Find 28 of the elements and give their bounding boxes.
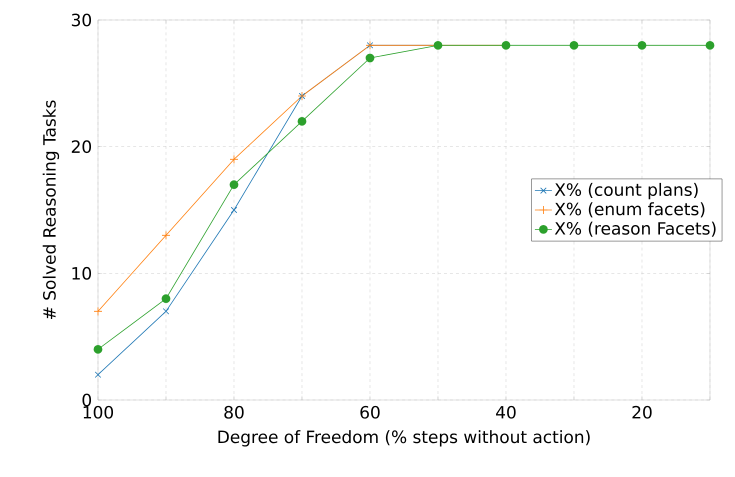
x-tick-label: 60 [360, 406, 380, 419]
x-axis-title: Degree of Freedom (% steps without action) [218, 430, 590, 447]
point [162, 308, 170, 315]
point [230, 206, 238, 214]
legend-label: X% (count plans) [554, 182, 698, 200]
point [230, 180, 238, 190]
legend-label: X% (enum facets) [554, 202, 704, 218]
y-tick-label: 30 [72, 14, 92, 26]
point [94, 306, 102, 316]
point [366, 54, 374, 62]
point [570, 40, 578, 50]
point [162, 230, 170, 240]
y-tick-label: 10 [72, 266, 92, 280]
point [638, 40, 646, 50]
point [706, 40, 714, 50]
x-tick-label: 80 [224, 406, 244, 419]
point [162, 294, 170, 304]
y-tick-label: 20 [72, 140, 92, 154]
point [230, 154, 238, 164]
x-tick-label: 20 [632, 406, 652, 419]
y-tick-label: 0 [82, 394, 92, 406]
x-tick-label: 40 [496, 406, 516, 419]
point [94, 344, 102, 354]
legend-label: X% (reason Facets) [554, 222, 716, 237]
point [298, 116, 306, 126]
point [94, 371, 102, 378]
y-axis-title: # Solved Reasoning Tasks [42, 100, 60, 320]
x-tick-label: 100 [84, 406, 114, 419]
